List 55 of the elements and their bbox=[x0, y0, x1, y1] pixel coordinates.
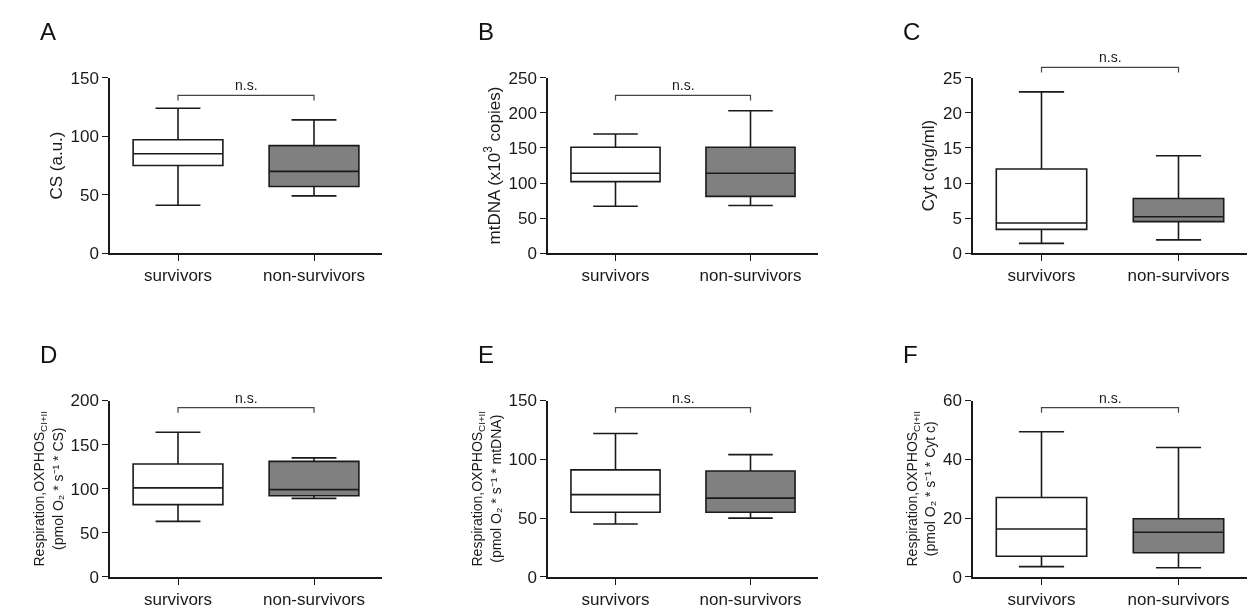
x-tick-label: non-survivors bbox=[1127, 266, 1230, 286]
y-tick-label: 200 bbox=[70, 391, 99, 411]
y-tick-label: 60 bbox=[942, 391, 962, 411]
annotation: n.s. bbox=[1099, 390, 1122, 406]
y-tick-label: 0 bbox=[527, 244, 537, 264]
y-tick-label: 50 bbox=[517, 209, 537, 229]
y-axis-title: Cyt c(ng/ml) bbox=[918, 119, 938, 212]
y-axis-title: CS (a.u.) bbox=[46, 131, 66, 200]
x-tick-label: non-survivors bbox=[699, 590, 802, 610]
y-tick-label: 50 bbox=[79, 185, 99, 205]
y-tick-label: 10 bbox=[942, 174, 962, 193]
x-tick-label: survivors bbox=[143, 590, 213, 610]
chart-title: A bbox=[40, 18, 57, 45]
y-tick-label: 20 bbox=[942, 509, 962, 529]
y-tick-label: 20 bbox=[942, 103, 962, 123]
x-tick-label: survivors bbox=[581, 266, 650, 286]
x-tick-label: non-survivors bbox=[262, 590, 366, 610]
y-tick-label: 5 bbox=[952, 209, 962, 229]
x-tick-label: survivors bbox=[1007, 266, 1076, 286]
y-tick-label: 150 bbox=[508, 138, 537, 158]
y-tick-label: 100 bbox=[70, 127, 99, 147]
y-tick-label: 15 bbox=[942, 138, 962, 158]
y-tick-label: 25 bbox=[942, 68, 962, 88]
y-tick-label: 200 bbox=[508, 103, 537, 123]
chart-title: C bbox=[903, 18, 921, 45]
y-tick-label: 0 bbox=[952, 244, 962, 264]
x-tick-label: survivors bbox=[143, 266, 213, 286]
y-tick-label: 40 bbox=[942, 450, 962, 470]
y-tick-label: 100 bbox=[508, 450, 537, 470]
chart-title: B bbox=[478, 18, 495, 45]
annotation: n.s. bbox=[672, 390, 695, 406]
y-tick-label: 150 bbox=[70, 68, 99, 88]
y-tick-label: 150 bbox=[70, 435, 99, 455]
y-tick-label: 0 bbox=[527, 567, 537, 587]
y-tick-label: 150 bbox=[508, 391, 537, 411]
y-tick-label: 0 bbox=[952, 567, 962, 587]
x-tick-label: non-survivors bbox=[699, 266, 802, 286]
x-tick-label: non-survivors bbox=[1127, 590, 1230, 610]
chart-title: F bbox=[903, 341, 918, 368]
chart-title: D bbox=[40, 341, 58, 368]
x-tick-label: survivors bbox=[1007, 590, 1076, 610]
y-tick-label: 50 bbox=[517, 509, 537, 529]
text: n.s. bbox=[1099, 49, 1122, 65]
y-tick-label: 100 bbox=[508, 174, 537, 193]
y-tick-label: 50 bbox=[79, 523, 99, 543]
x-tick-label: non-survivors bbox=[262, 266, 366, 286]
y-tick-label: 250 bbox=[508, 68, 537, 88]
annotation: n.s. bbox=[235, 390, 258, 406]
y-tick-label: 0 bbox=[89, 567, 99, 587]
y-tick-label: 0 bbox=[89, 244, 99, 264]
chart-title: E bbox=[478, 341, 495, 368]
x-tick-label: survivors bbox=[581, 590, 650, 610]
y-tick-label: 100 bbox=[70, 479, 99, 499]
annotation: n.s. bbox=[672, 77, 695, 93]
annotation: n.s. bbox=[235, 77, 258, 93]
